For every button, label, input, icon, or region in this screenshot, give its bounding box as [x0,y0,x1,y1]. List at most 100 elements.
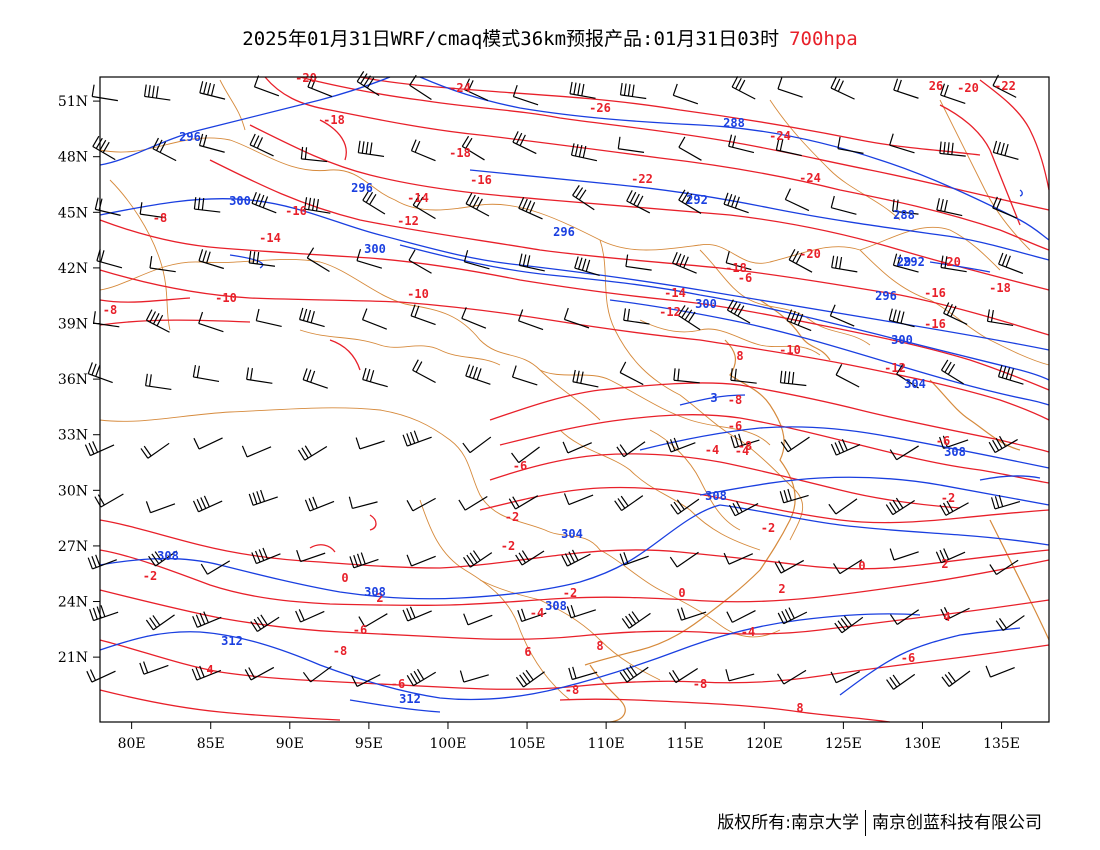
wind-barb [463,250,490,270]
geopotential-label: 288 [723,116,745,130]
geopotential-label: 308 [705,489,727,503]
wind-barb [677,305,701,331]
wind-barb [779,370,807,387]
wind-barb [774,559,805,574]
wind-barb [788,248,813,273]
temperature-label: -12 [659,305,681,319]
wind-barb [410,304,436,326]
wind-barb [248,489,278,506]
y-tick-label: 51N [58,94,88,110]
geopotential-label: 304 [904,377,926,391]
wind-barb [997,364,1024,385]
wind-barb [568,666,598,681]
geopotential-label: 312 [399,692,421,706]
wind-barb [361,308,387,330]
wind-barb [307,75,333,98]
temperature-label: 8 [736,349,743,363]
wind-barb [302,665,332,683]
geopotential-label: 292 [686,193,708,207]
temperature-label: -10 [407,287,429,301]
wind-barb [86,669,116,683]
wind-barb [835,364,860,388]
temperature-label: -26 [589,101,611,115]
wind-barb [355,437,385,450]
temperature-label: -2 [941,491,955,505]
wind-barb [829,304,855,327]
wind-barb [619,552,649,566]
x-tick-label: 130E [904,736,941,752]
geopotential-label: 308 [944,445,966,459]
wind-barb [143,84,171,101]
wind-barb [672,251,697,274]
y-tick-label: 45N [58,205,88,221]
wind-barb [777,669,807,685]
wind-barb [246,367,273,384]
wind-barb [940,607,970,621]
wind-barb [939,500,969,516]
wind-barb [193,437,223,450]
wind-barbs [84,71,1025,690]
wind-barb [668,667,699,684]
wind-barb [892,253,919,273]
wind-barb [574,256,600,277]
wind-barb [362,189,386,215]
temperature-label: 8 [596,639,603,653]
wind-barb [728,501,759,517]
wind-barb [149,256,176,273]
wind-barb [677,607,707,621]
wind-barb [940,83,966,104]
wind-barb [465,192,490,217]
wind-barb [725,669,755,682]
temperature-label: -6 [353,623,367,637]
wind-barb [241,445,272,458]
wind-barb [459,670,489,683]
wind-barb [248,250,276,267]
y-axis-ticks [93,100,100,658]
province-borders [99,79,1050,701]
temperature-label: -2 [501,539,515,553]
temperature-label: 2 [778,582,785,596]
wind-barb [569,81,596,99]
wind-barb [461,135,485,161]
wind-barb [356,249,383,269]
temperature-labels: -20-24-26-18-18-16-14-16-12-14-10 -10-8-2… [103,71,1016,715]
wind-barb [192,495,223,513]
wind-barb [886,673,916,690]
wind-barb [619,82,647,100]
temperature-label: -14 [407,191,429,205]
wind-barb [889,609,920,625]
wind-barb [412,194,436,220]
wind-barb [830,439,861,456]
temperature-label: -8 [738,439,752,453]
map-title: 2025年01月31日WRF/cmaq模式36km预报产品:01月31日03时 7… [0,24,1100,51]
map-frame [99,76,1050,723]
title-level: 700hpa [789,28,858,50]
wind-barb [362,367,388,388]
temperature-label: -16 [470,173,492,187]
temperature-label: -6 [901,651,915,665]
geopotential-labels: 2963002963002962922882882922963003043083… [157,116,966,706]
temperature-label: 0 [678,586,685,600]
y-axis-labels: 51N 48N 45N 42N 39N 36N 33N 30N 27N 24N 21N [58,94,88,666]
x-tick-label: 90E [276,736,304,752]
temperature-label: -6 [738,271,752,285]
wind-barb [943,302,968,325]
wind-barb [92,135,116,161]
geopotential-label: 296 [553,225,575,239]
wind-barb [837,136,864,154]
x-tick-label: 85E [197,736,225,752]
geopotential-label: 296 [351,181,373,195]
temperature-label: -20 [957,81,979,95]
temperature-label: -12 [884,361,906,375]
wind-barb [511,446,540,464]
wind-barb [408,249,432,274]
wind-barb [302,368,328,389]
wind-barb [832,559,863,575]
temperature-isotherms [99,76,1050,723]
wind-barb [989,559,1019,576]
wind-barb [626,190,651,214]
temperature-label: -8 [728,393,742,407]
wind-barb [830,671,860,684]
temperature-label: -12 [397,214,419,228]
wind-barb [990,494,1021,510]
